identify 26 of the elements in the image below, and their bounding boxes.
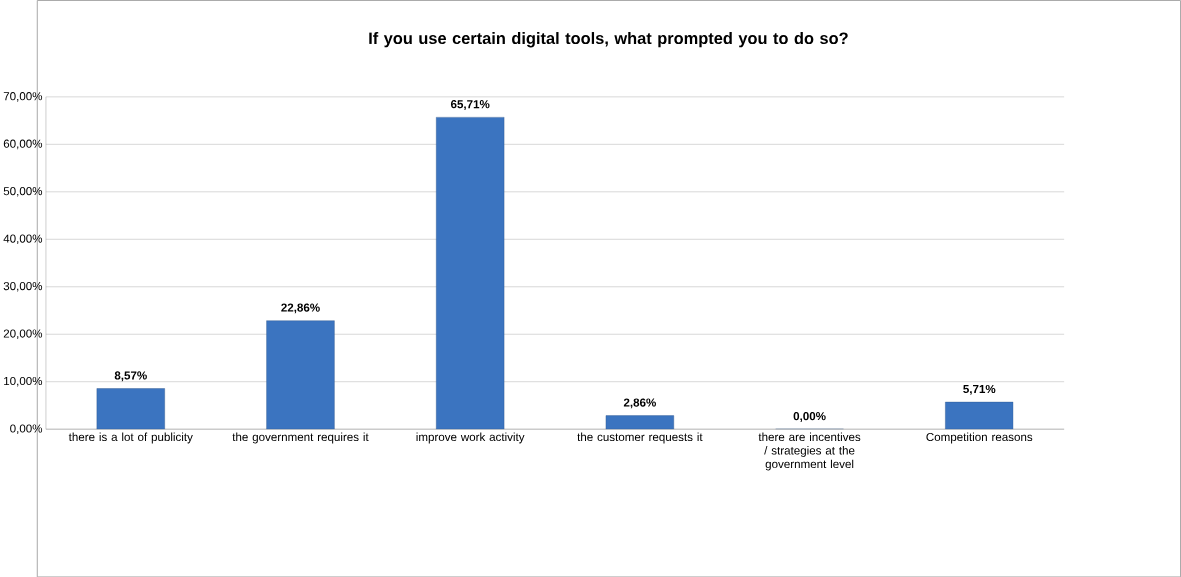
y-tick-label: 30,00% bbox=[3, 281, 43, 292]
bar bbox=[945, 401, 1014, 429]
data-label: 22,86% bbox=[281, 303, 320, 314]
y-tick-label: 50,00% bbox=[3, 186, 43, 197]
x-tick-label: improve work activity bbox=[416, 432, 525, 444]
x-tick-label: the customer requests it bbox=[577, 432, 703, 444]
y-tick-label: 40,00% bbox=[3, 234, 43, 244]
data-label: 2,86% bbox=[623, 398, 656, 409]
x-tick-label: the government requires it bbox=[232, 432, 369, 444]
y-tick-label: 60,00% bbox=[3, 139, 43, 149]
data-label: 65,71% bbox=[450, 99, 490, 110]
x-tick-label: there is a lot of publicity bbox=[68, 432, 193, 444]
bar bbox=[96, 388, 165, 429]
y-tick-label: 10,00% bbox=[4, 376, 43, 387]
x-tick-label: there are incentives / strategies at the government level bbox=[758, 432, 861, 471]
bar bbox=[266, 320, 335, 429]
bar bbox=[605, 415, 674, 429]
y-tick-label: 70,00% bbox=[3, 91, 43, 102]
chart-title: If you use certain digital tools, what prompted you to do so? bbox=[369, 31, 848, 48]
bar bbox=[436, 116, 505, 429]
data-label: 0,00% bbox=[793, 411, 826, 422]
y-tick-label: 20,00% bbox=[3, 329, 43, 339]
y-tick-label: 0,00% bbox=[10, 424, 43, 434]
data-label: 5,71% bbox=[963, 384, 996, 395]
data-label: 8,57% bbox=[114, 371, 147, 382]
x-tick-label: Competition reasons bbox=[926, 432, 1033, 444]
